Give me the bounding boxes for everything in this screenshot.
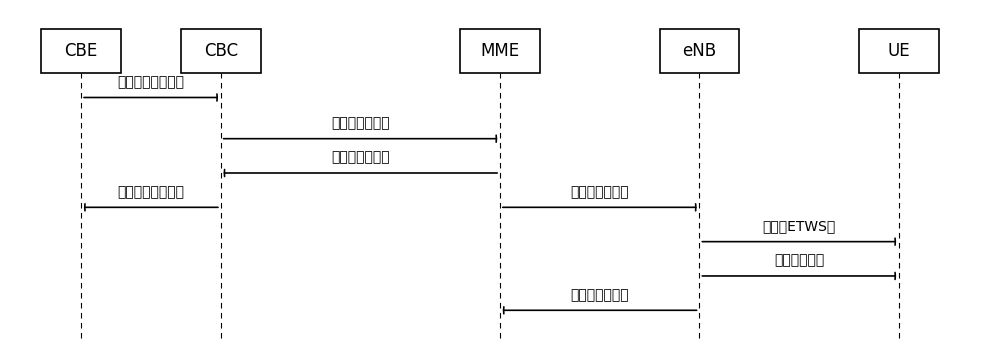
Text: CBE: CBE [65,42,98,60]
Text: eNB: eNB [682,42,717,60]
Text: 系统信息广播: 系统信息广播 [774,253,824,267]
FancyBboxPatch shape [41,29,121,73]
Text: 告警信息发布请求: 告警信息发布请求 [117,75,184,89]
Text: 写替换告警请求: 写替换告警请求 [570,185,629,199]
Text: 写替换告警请求: 写替换告警请求 [331,116,390,130]
FancyBboxPatch shape [181,29,261,73]
FancyBboxPatch shape [859,29,939,73]
Text: 寻呼（ETWS）: 寻呼（ETWS） [763,219,836,233]
Text: 告警信息发布响应: 告警信息发布响应 [117,185,184,199]
Text: CBC: CBC [204,42,238,60]
Text: 写替换告警确认: 写替换告警确认 [331,151,390,164]
FancyBboxPatch shape [660,29,739,73]
Text: UE: UE [888,42,910,60]
FancyBboxPatch shape [460,29,540,73]
Text: 写替换告警响应: 写替换告警响应 [570,288,629,302]
Text: MME: MME [480,42,520,60]
